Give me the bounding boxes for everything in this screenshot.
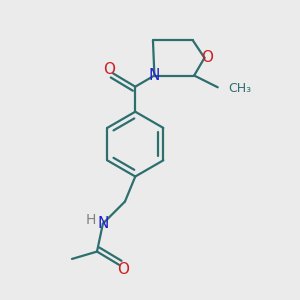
Text: O: O	[118, 262, 130, 277]
Text: O: O	[103, 61, 115, 76]
Text: O: O	[201, 50, 213, 65]
Text: N: N	[97, 216, 109, 231]
Text: H: H	[85, 213, 96, 227]
Text: CH₃: CH₃	[228, 82, 251, 95]
Text: N: N	[149, 68, 160, 83]
